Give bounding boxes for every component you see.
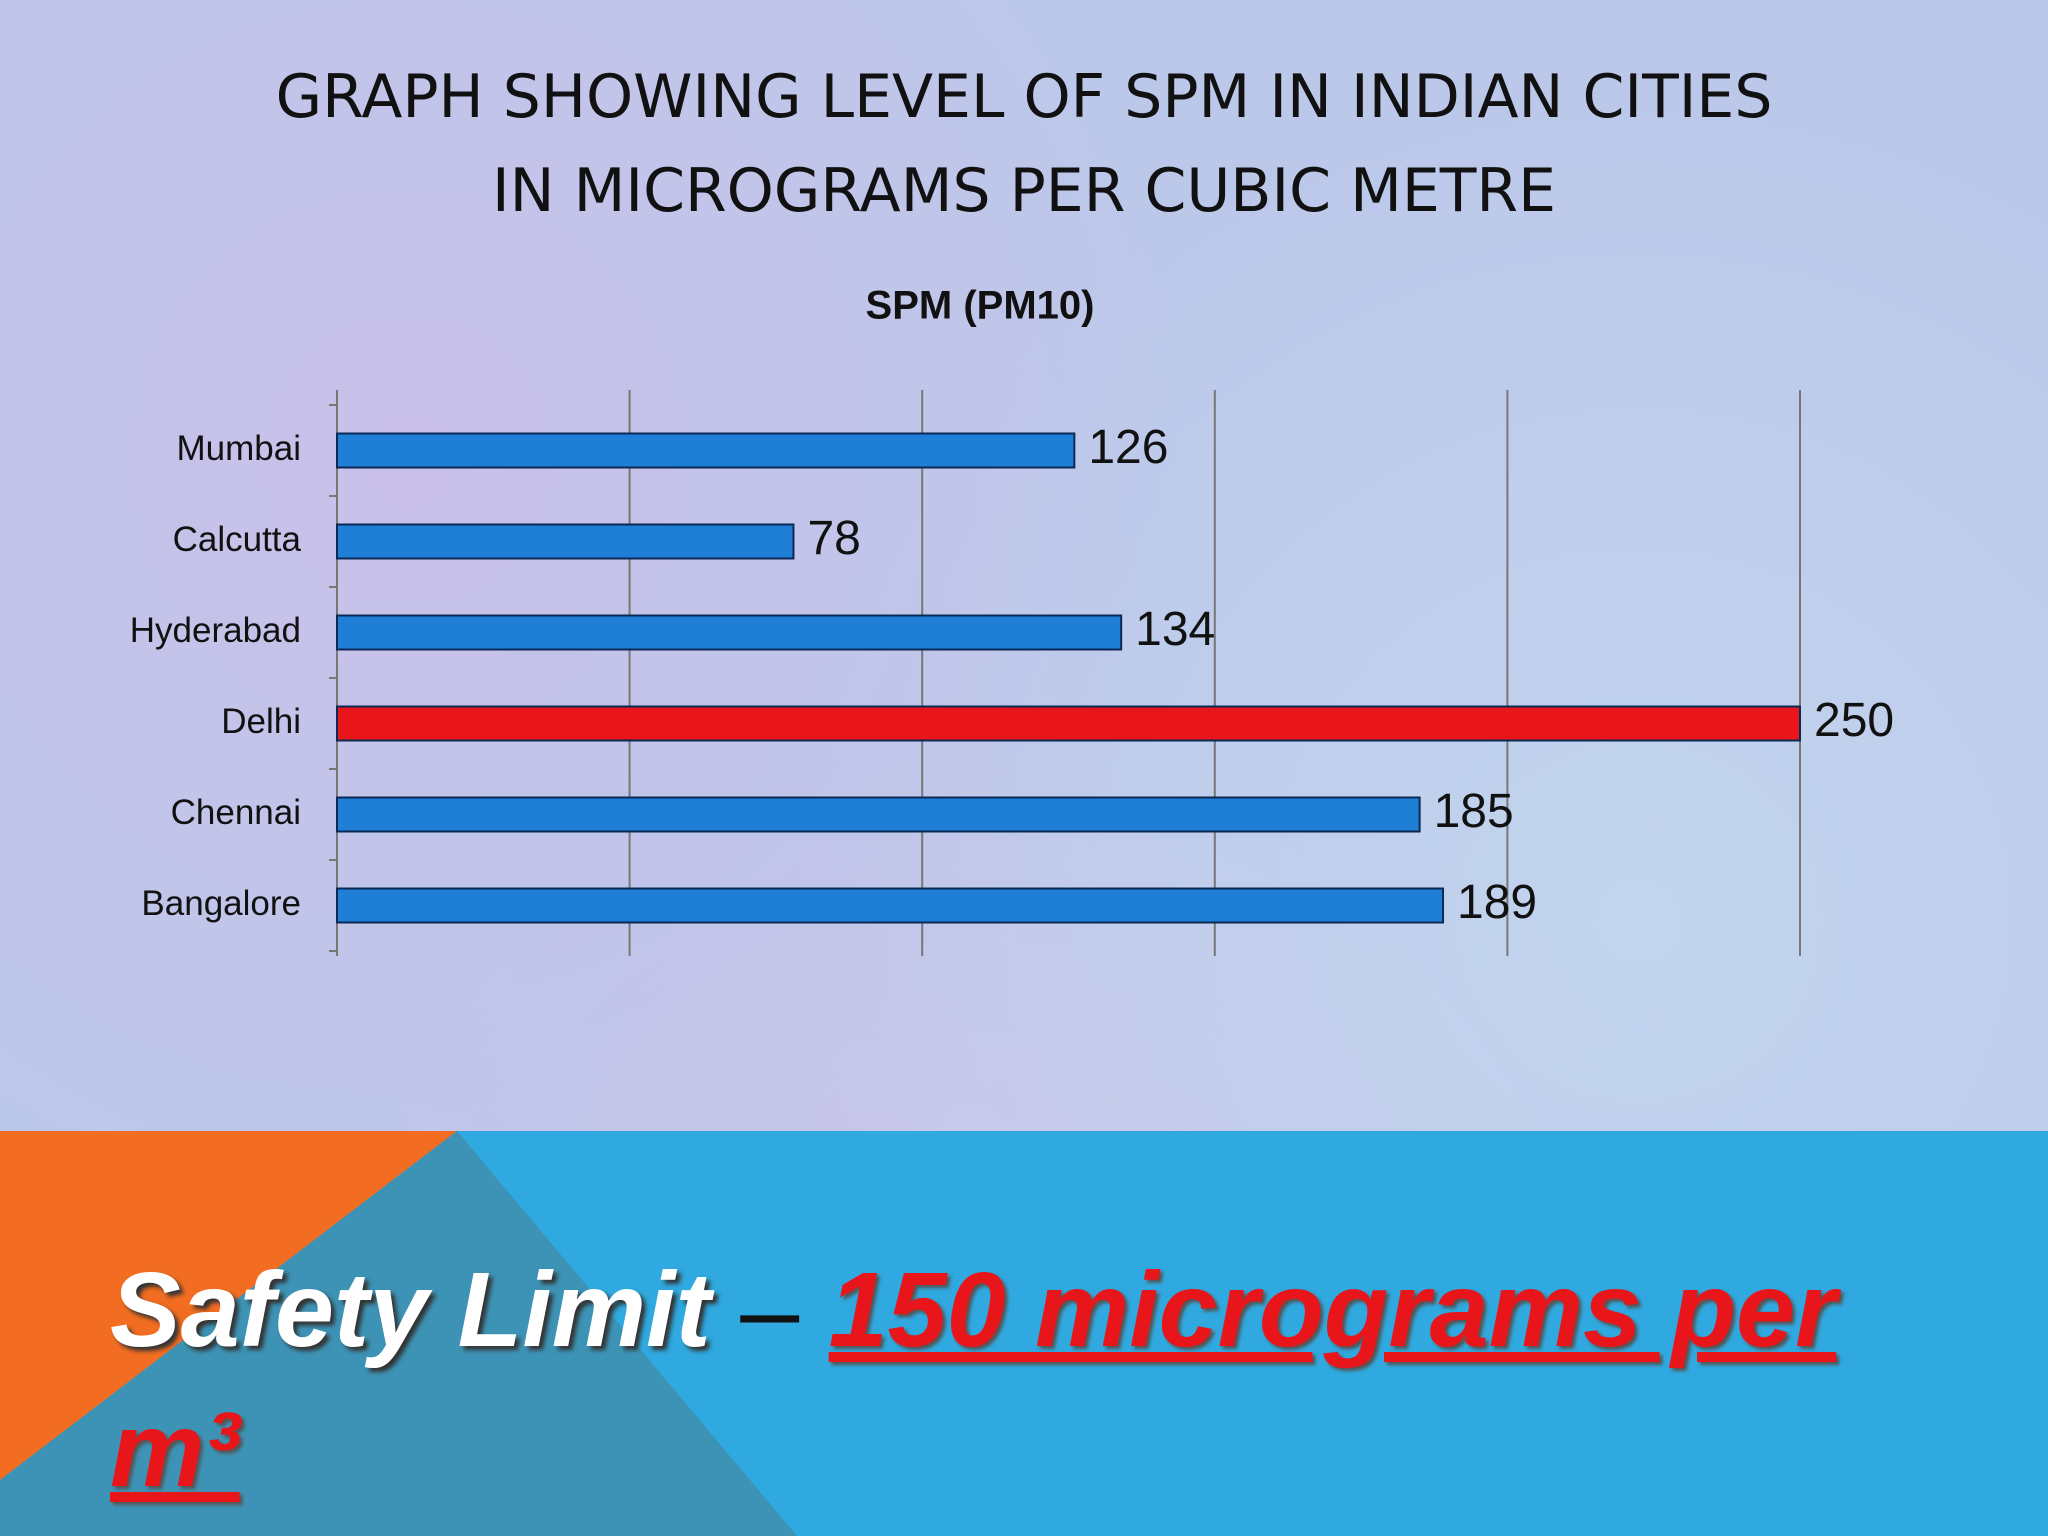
chart-title: SPM (PM10)	[866, 284, 1095, 328]
chart: SPM (PM10) Mumbai 126 Calcutta 78 Hyderabad 1…	[130, 284, 1894, 956]
safety-limit: Safety Limit – 150 micrograms per m³	[110, 1240, 1960, 1520]
dash: –	[740, 1251, 800, 1369]
footer-band	[0, 1131, 2048, 1536]
y-tick-label: Hyderabad	[130, 611, 301, 650]
slide-title: GRAPH SHOWING LEVEL OF SPM IN INDIAN CIT…	[275, 62, 1773, 132]
bar	[336, 705, 1801, 742]
y-tick-label: Chennai	[171, 793, 301, 832]
y-tick-label: Mumbai	[177, 429, 301, 468]
teal-shape	[0, 1131, 797, 1536]
slide-title: IN MICROGRAMS PER CUBIC METRE	[491, 156, 1557, 226]
value-label: 126	[1088, 421, 1168, 474]
y-tick-label: Delhi	[221, 702, 301, 741]
value-label: 78	[807, 512, 860, 565]
bar	[336, 796, 1421, 833]
bar	[336, 887, 1445, 924]
y-tick-label: Calcutta	[173, 520, 302, 559]
y-tick-label: Bangalore	[141, 884, 301, 923]
bar	[336, 432, 1076, 469]
value-label: 134	[1135, 603, 1215, 656]
value-label: 185	[1434, 785, 1514, 838]
value-label: 189	[1457, 876, 1537, 929]
bar	[336, 614, 1123, 651]
value-label: 250	[1814, 694, 1894, 747]
bar	[336, 523, 795, 560]
limit-label: Safety Limit	[110, 1251, 711, 1369]
limit-value: 150 micrograms per m³	[110, 1251, 1837, 1509]
